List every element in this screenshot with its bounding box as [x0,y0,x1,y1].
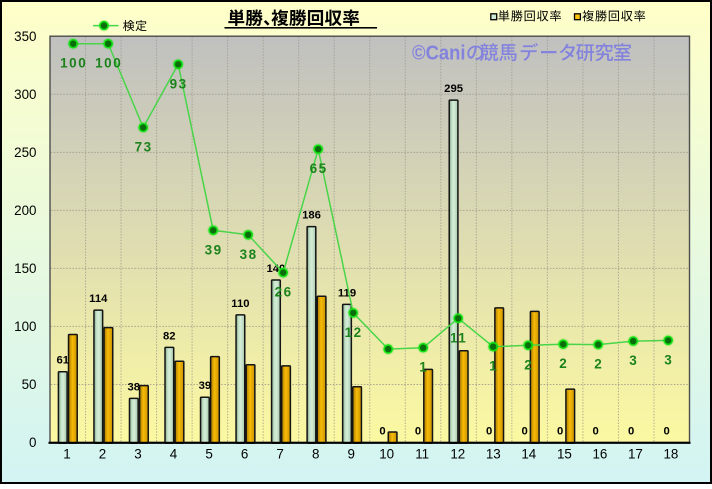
svg-text:10: 10 [379,447,394,462]
svg-text:12: 12 [450,447,465,462]
svg-text:0: 0 [628,426,634,438]
svg-text:2: 2 [524,357,533,372]
svg-text:200: 200 [14,203,36,218]
svg-text:0: 0 [379,426,385,438]
svg-text:300: 300 [14,87,36,102]
svg-text:186: 186 [302,210,321,222]
svg-text:65: 65 [310,161,328,176]
svg-text:8: 8 [312,447,319,462]
svg-text:11: 11 [450,330,467,345]
svg-text:1: 1 [63,447,70,462]
svg-text:3: 3 [629,353,638,368]
svg-text:0: 0 [521,426,527,438]
svg-text:100: 100 [60,56,87,71]
svg-text:0: 0 [593,426,599,438]
svg-text:150: 150 [14,261,36,276]
svg-text:350: 350 [14,29,36,44]
svg-text:13: 13 [486,447,501,462]
svg-text:38: 38 [128,381,141,393]
svg-text:100: 100 [95,56,122,71]
svg-text:2: 2 [559,356,568,371]
svg-text:17: 17 [628,447,643,462]
svg-text:0: 0 [415,426,421,438]
svg-text:38: 38 [240,247,258,262]
svg-text:1: 1 [419,360,428,375]
svg-text:14: 14 [521,447,536,462]
svg-text:6: 6 [241,447,248,462]
svg-text:3: 3 [134,447,141,462]
svg-text:110: 110 [231,298,249,310]
svg-text:18: 18 [663,447,678,462]
svg-text:0: 0 [486,426,492,438]
svg-text:0: 0 [29,435,36,450]
svg-text:9: 9 [347,447,354,462]
svg-text:119: 119 [338,287,356,299]
svg-text:4: 4 [170,447,178,462]
svg-text:50: 50 [22,377,37,392]
svg-text:0: 0 [664,426,670,438]
svg-text:250: 250 [14,145,36,160]
svg-text:39: 39 [205,242,223,257]
svg-text:82: 82 [163,330,176,342]
svg-text:2: 2 [99,447,106,462]
svg-text:16: 16 [592,447,607,462]
svg-text:2: 2 [594,357,603,372]
svg-text:15: 15 [557,447,572,462]
svg-text:114: 114 [89,293,108,305]
svg-text:0: 0 [557,426,563,438]
svg-text:93: 93 [170,76,188,91]
svg-text:©Cani: ©Cani [412,42,466,65]
svg-text:5: 5 [205,447,212,462]
svg-text:7: 7 [276,447,283,462]
svg-text:295: 295 [444,83,463,95]
svg-text:61: 61 [57,355,70,367]
svg-text:39: 39 [199,380,212,392]
svg-text:100: 100 [14,319,36,334]
svg-text:73: 73 [135,140,153,155]
svg-text:3: 3 [664,352,673,367]
svg-text:1: 1 [489,359,498,374]
svg-text:11: 11 [415,447,429,462]
svg-text:12: 12 [345,325,363,340]
svg-text:26: 26 [275,285,293,300]
